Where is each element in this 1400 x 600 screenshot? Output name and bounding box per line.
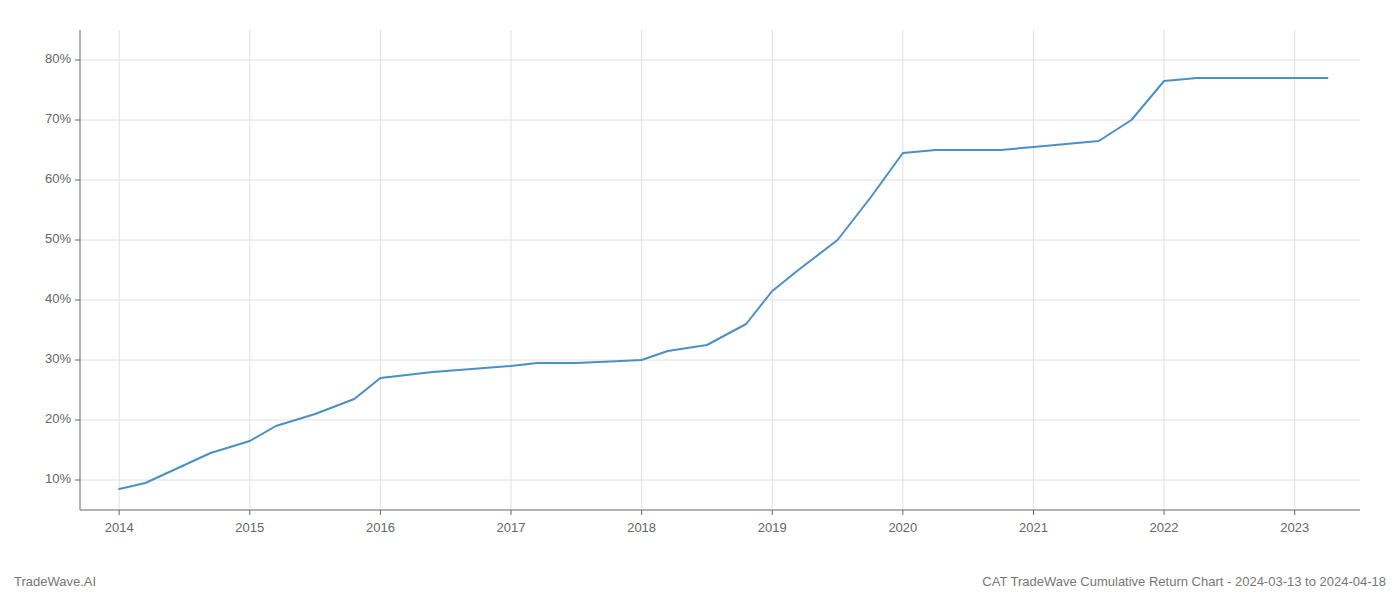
tick-label-x: 2014 [105, 520, 134, 535]
tick-x [772, 510, 773, 515]
tick-x [511, 510, 512, 515]
grid-line-x [249, 30, 250, 510]
grid-line-y [80, 420, 1360, 421]
grid-line-x [772, 30, 773, 510]
tick-label-y: 60% [45, 171, 71, 186]
tick-label-x: 2018 [627, 520, 656, 535]
tick-label-y: 20% [45, 411, 71, 426]
grid-line-y [80, 180, 1360, 181]
tick-y [75, 300, 80, 301]
tick-label-y: 10% [45, 471, 71, 486]
tick-label-x: 2017 [497, 520, 526, 535]
tick-y [75, 480, 80, 481]
y-axis-line [80, 30, 81, 510]
x-axis-line [80, 510, 1360, 511]
grid-line-x [511, 30, 512, 510]
tick-label-x: 2015 [235, 520, 264, 535]
grid-line-y [80, 480, 1360, 481]
grid-line-x [902, 30, 903, 510]
grid-line-y [80, 240, 1360, 241]
plot-area [119, 78, 1327, 489]
background [0, 0, 1400, 600]
tick-label-y: 80% [45, 51, 71, 66]
tick-y [75, 360, 80, 361]
tick-y [75, 420, 80, 421]
grid-line-x [1294, 30, 1295, 510]
tick-x [249, 510, 250, 515]
tick-label-x: 2019 [758, 520, 787, 535]
chart-svg: 10% 20% 30% 40% 50% 60% 70% 80% 2014 2015 2016 2017… [0, 0, 1400, 600]
title: CAT TradeWave Cumulative Return Chart - … [982, 574, 1386, 589]
grid-line-x [119, 30, 120, 510]
tick-label-x: 2020 [888, 520, 917, 535]
tick-x [902, 510, 903, 515]
tick-label-x: 2021 [1019, 520, 1048, 535]
tick-y [75, 240, 80, 241]
grid [80, 30, 1360, 510]
chart-container: 10% 20% 30% 40% 50% 60% 70% 80% 2014 2015 2016 2017… [0, 0, 1400, 600]
grid-line-x [1164, 30, 1165, 510]
watermark: TradeWave.AI [14, 574, 96, 589]
tick-label-x: 2016 [366, 520, 395, 535]
grid-line-x [641, 30, 642, 510]
footer: TradeWave.AI CAT TradeWave Cumulative Ret… [14, 574, 1386, 589]
grid-line-x [1033, 30, 1034, 510]
grid-line-y [80, 300, 1360, 301]
tick-x [1033, 510, 1034, 515]
tick-x [119, 510, 120, 515]
axes: 10% 20% 30% 40% 50% 60% 70% 80% 2014 2015 2016 2017… [45, 30, 1360, 535]
grid-line-y [80, 120, 1360, 121]
grid-line-y [80, 360, 1360, 361]
tick-y [75, 180, 80, 181]
tick-x [380, 510, 381, 515]
tick-label-y: 50% [45, 231, 71, 246]
grid-line-y [80, 60, 1360, 61]
tick-label-x: 2022 [1150, 520, 1179, 535]
tick-x [1164, 510, 1165, 515]
tick-label-y: 30% [45, 351, 71, 366]
tick-label-y: 70% [45, 111, 71, 126]
tick-x [641, 510, 642, 515]
grid-line-x [380, 30, 381, 510]
tick-y [75, 60, 80, 61]
tick-label-y: 40% [45, 291, 71, 306]
tick-x [1294, 510, 1295, 515]
tick-label-x: 2023 [1280, 520, 1309, 535]
tick-y [75, 120, 80, 121]
data-line [119, 78, 1327, 489]
